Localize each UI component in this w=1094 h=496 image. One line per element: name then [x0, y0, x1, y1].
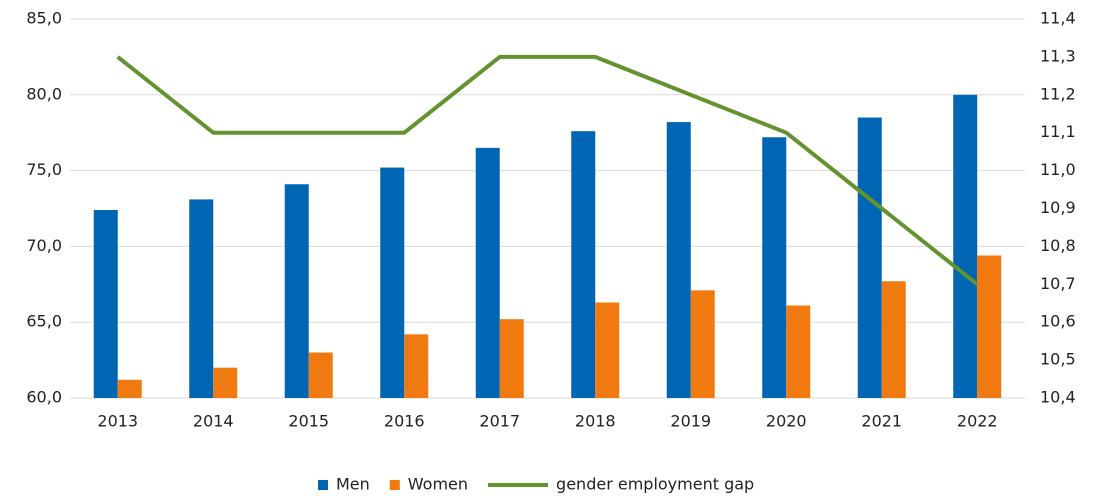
bar: [93, 210, 118, 398]
x-tick-label: 2015: [288, 412, 329, 431]
y-tick-label: 80,0: [26, 84, 62, 103]
bar: [690, 290, 715, 398]
bar: [857, 117, 882, 398]
bar: [404, 334, 429, 398]
legend-label: Men: [336, 475, 370, 494]
bar: [117, 379, 142, 398]
bar: [762, 137, 787, 399]
bar: [380, 167, 405, 398]
x-tick-label: 2020: [766, 412, 807, 431]
bar: [571, 131, 596, 398]
y2-tick-label: 10,4: [1040, 388, 1076, 407]
bar: [213, 367, 238, 398]
x-tick-label: 2019: [670, 412, 711, 431]
bar: [499, 319, 524, 398]
x-tick-label: 2014: [193, 412, 234, 431]
legend-swatch: [318, 480, 328, 490]
bar: [786, 305, 811, 398]
bar: [308, 352, 333, 398]
y-tick-label: 85,0: [26, 9, 62, 28]
bar: [666, 122, 691, 398]
bar: [475, 147, 500, 398]
bar: [977, 255, 1002, 398]
bar: [595, 302, 620, 398]
y2-tick-label: 10,9: [1040, 198, 1076, 217]
legend-swatch: [389, 480, 400, 490]
y2-tick-label: 10,8: [1040, 236, 1076, 255]
y-tick-label: 75,0: [26, 160, 62, 179]
y-tick-label: 60,0: [26, 388, 62, 407]
bar: [953, 94, 978, 399]
y2-tick-label: 10,5: [1040, 350, 1076, 369]
legend-label: Women: [408, 475, 468, 494]
legend-label: gender employment gap: [556, 475, 754, 494]
x-tick-label: 2021: [861, 412, 902, 431]
y2-tick-label: 10,7: [1040, 274, 1076, 293]
x-tick-label: 2022: [957, 412, 998, 431]
line-series: [116, 54, 979, 286]
y2-tick-label: 10,6: [1040, 312, 1076, 331]
x-tick-label: 2017: [479, 412, 520, 431]
x-tick-label: 2016: [384, 412, 425, 431]
x-tick-label: 2013: [97, 412, 138, 431]
bar: [881, 281, 906, 398]
y-tick-label: 65,0: [26, 312, 62, 331]
bar: [284, 184, 309, 398]
y2-tick-label: 11,2: [1040, 84, 1076, 103]
x-tick-label: 2018: [575, 412, 616, 431]
y2-tick-label: 11,3: [1040, 46, 1076, 65]
y2-tick-label: 11,1: [1040, 122, 1076, 141]
y2-tick-label: 11,4: [1040, 9, 1076, 28]
bar: [189, 199, 214, 398]
y2-tick-label: 11,0: [1040, 160, 1076, 179]
y-tick-label: 70,0: [26, 236, 62, 255]
